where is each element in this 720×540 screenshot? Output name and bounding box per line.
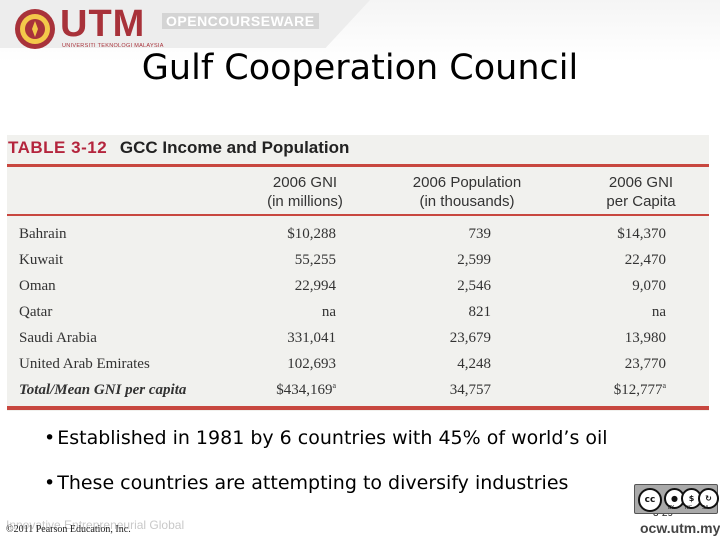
population-cell: 4,248 (457, 356, 491, 372)
footnote-marker: a (662, 381, 666, 390)
population-cell: 739 (468, 226, 492, 242)
bullet-icon: • (44, 427, 56, 449)
table-rule-top (7, 164, 709, 167)
population-cell: 2,599 (457, 252, 491, 268)
bullet-text: These countries are attempting to divers… (57, 472, 569, 494)
bullet-item: • These countries are attempting to diver… (44, 470, 568, 496)
bullet-icon: • (44, 472, 56, 494)
per-capita-cell: 13,980 (624, 330, 666, 346)
footer-brand-text: Innovative Entrepreneurial Global (6, 518, 185, 532)
country-cell: United Arab Emirates (19, 356, 150, 372)
country-cell: Bahrain (19, 226, 67, 242)
gni-cell: na (321, 304, 336, 320)
cc-icon: cc (638, 488, 662, 512)
table-number: TABLE 3-12 (8, 138, 108, 157)
table-row: Saudi Arabia 331,041 23,679 13,980 (7, 325, 709, 351)
total-label: Total/Mean GNI per capita (19, 382, 187, 398)
country-cell: Qatar (19, 304, 53, 320)
table-caption: GCC Income and Population (119, 138, 350, 157)
table-total-row: Total/Mean GNI per capita $434,169a 34,7… (7, 377, 709, 403)
slide-title: Gulf Cooperation Council (141, 48, 579, 88)
utm-seal-icon (15, 9, 55, 49)
gni-cell: 331,041 (287, 330, 336, 346)
per-capita-cell: na (651, 304, 666, 320)
by-label: BY (668, 505, 675, 511)
table-row: Qatar na 821 na (7, 299, 709, 325)
nc-label: NC (685, 505, 693, 511)
sa-label: SA (702, 505, 709, 511)
table-rule-bottom (7, 406, 709, 410)
gni-cell: 102,693 (287, 356, 336, 372)
site-link[interactable]: ocw.utm.my (640, 520, 720, 536)
table-row: Bahrain $10,288 739 $14,370 (7, 221, 709, 247)
population-cell: 821 (468, 304, 492, 320)
column-header-per-capita: 2006 GNI per Capita (606, 174, 676, 210)
brand-name: UTM (60, 3, 146, 45)
data-table: TABLE 3-12 GCC Income and Population 200… (7, 135, 709, 411)
population-cell: 2,546 (457, 278, 491, 294)
gni-cell: 55,255 (294, 252, 336, 268)
country-cell: Oman (19, 278, 56, 294)
brand-subtitle: UNIVERSITI TEKNOLOGI MALAYSIA (62, 43, 164, 49)
bullet-text: Established in 1981 by 6 countries with … (57, 427, 608, 449)
per-capita-cell: $14,370 (617, 226, 666, 242)
column-header-population: 2006 Population (in thousands) (412, 174, 522, 210)
copyright-text: ©2011 Pearson Education, Inc. (6, 524, 131, 535)
gni-cell: $10,288 (287, 226, 336, 242)
gni-cell: 22,994 (294, 278, 336, 294)
total-population-cell: 34,757 (449, 382, 491, 398)
country-cell: Kuwait (19, 252, 64, 268)
table-row: Kuwait 55,255 2,599 22,470 (7, 247, 709, 273)
table-row: Oman 22,994 2,546 9,070 (7, 273, 709, 299)
total-per-capita-cell: $12,777a (613, 381, 666, 399)
sa-icon: ↻ (698, 488, 719, 509)
column-header-gni: 2006 GNI (in millions) (267, 174, 343, 210)
table-row: United Arab Emirates 102,693 4,248 23,77… (7, 351, 709, 377)
cc-by-nc-sa-icon[interactable]: cc ● $ ↻ BY NC SA (634, 484, 719, 514)
footnote-marker: a (332, 381, 336, 390)
country-cell: Saudi Arabia (19, 330, 97, 346)
table-heading: TABLE 3-12 GCC Income and Population (8, 137, 349, 159)
per-capita-cell: 9,070 (632, 278, 666, 294)
total-gni-cell: $434,169a (276, 381, 336, 399)
bullet-item: • Established in 1981 by 6 countries with… (44, 425, 608, 451)
population-cell: 23,679 (449, 330, 491, 346)
table-rule-header (7, 214, 709, 216)
per-capita-cell: 22,470 (624, 252, 666, 268)
header-banner: UTM UNIVERSITI TEKNOLOGI MALAYSIA OPENCO… (0, 0, 720, 62)
opencourseware-label: OPENCOURSEWARE (162, 13, 319, 29)
per-capita-cell: 23,770 (624, 356, 666, 372)
